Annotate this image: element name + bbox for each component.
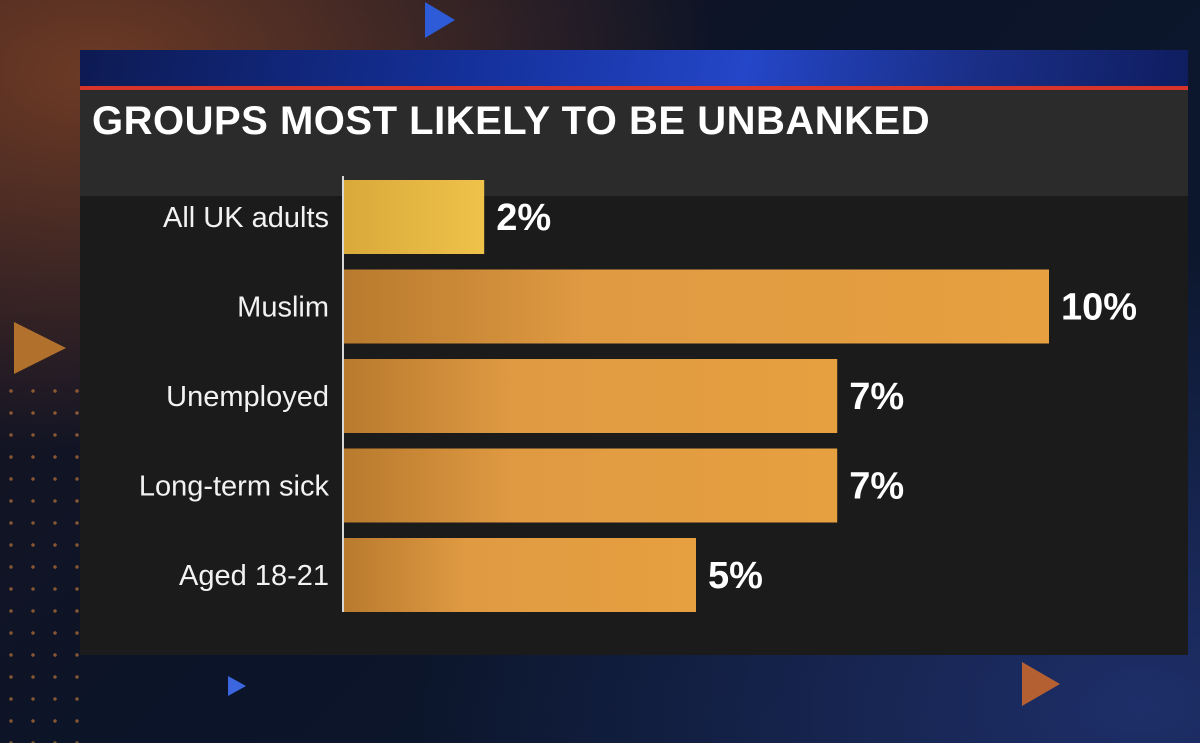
category-label: Long-term sick: [139, 471, 330, 503]
value-label: 7%: [849, 466, 904, 508]
panel-accent-line: [80, 86, 1188, 90]
bar-aged-18-21: [343, 538, 696, 612]
bar-muslim: [343, 269, 1049, 344]
title-bar: [80, 90, 1188, 196]
category-label: Aged 18-21: [179, 560, 329, 592]
triangle-icon: [228, 676, 246, 696]
value-label: 7%: [849, 376, 904, 418]
bar-all-uk-adults: [343, 180, 485, 254]
value-label: 5%: [708, 555, 763, 597]
bar-long-term-sick: [343, 448, 838, 523]
triangle-icon: [425, 2, 455, 38]
panel-top-stripe: [80, 50, 1188, 86]
category-label: All UK adults: [163, 202, 329, 234]
bar-unemployed: [343, 359, 838, 433]
category-label: Unemployed: [166, 381, 329, 413]
value-label: 2%: [496, 197, 551, 239]
background-dot-pattern: [0, 380, 80, 743]
chart-title: GROUPS MOST LIKELY TO BE UNBANKED: [92, 99, 931, 143]
category-label: Muslim: [237, 292, 329, 324]
triangle-icon: [14, 322, 66, 374]
triangle-icon: [1022, 662, 1060, 706]
value-label: 10%: [1061, 287, 1137, 329]
